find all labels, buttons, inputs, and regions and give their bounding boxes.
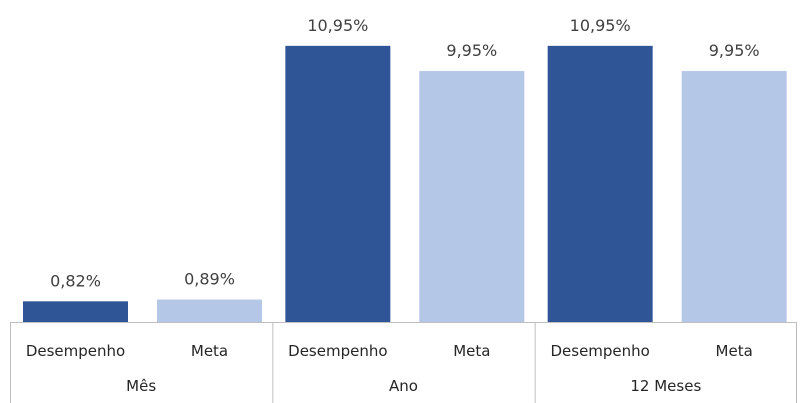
group-label-ano: Ano: [389, 377, 418, 395]
tick-label-12-meses-meta: Meta: [716, 342, 753, 360]
tick-label-ano-desempenho: Desempenho: [288, 342, 387, 360]
tick-label-m-s-meta: Meta: [191, 342, 228, 360]
bar-m-s-desempenho: [23, 301, 128, 322]
bar-ano-meta: [419, 71, 525, 322]
data-label-12-meses-desempenho: 10,95%: [570, 16, 631, 35]
tick-label-ano-meta: Meta: [453, 342, 490, 360]
group-label-m-s: Mês: [126, 377, 156, 395]
data-label-m-s-desempenho: 0,82%: [50, 271, 101, 290]
data-label-m-s-meta: 0,89%: [184, 270, 235, 289]
bar-12-meses-desempenho: [547, 45, 653, 322]
bar-12-meses-meta: [681, 71, 787, 322]
labels-layer: 0,82% 0,89% 10,95% 9,95% 10,95% 9,95%: [50, 16, 759, 290]
bars-layer: [23, 45, 787, 322]
data-label-ano-meta: 9,95%: [446, 41, 497, 60]
bar-ano-desempenho: [285, 45, 391, 322]
tick-label-12-meses-desempenho: Desempenho: [550, 342, 649, 360]
bar-m-s-meta: [157, 299, 262, 322]
data-label-12-meses-meta: 9,95%: [709, 41, 760, 60]
data-label-ano-desempenho: 10,95%: [307, 16, 368, 35]
tick-label-m-s-desempenho: Desempenho: [26, 342, 125, 360]
group-label-12-meses: 12 Meses: [630, 377, 701, 395]
